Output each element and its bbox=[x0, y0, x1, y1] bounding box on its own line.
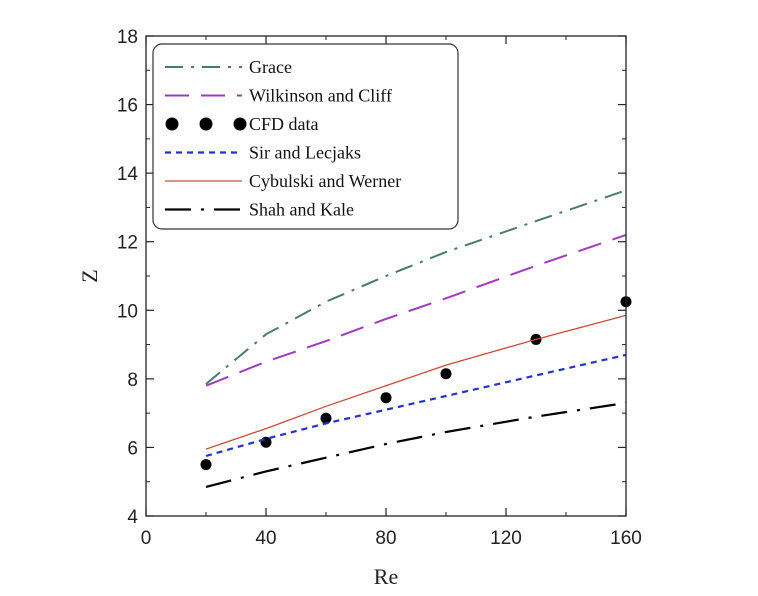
series-layer bbox=[200, 189, 632, 488]
legend-label: Wilkinson and Cliff bbox=[249, 86, 392, 106]
legend-label: CFD data bbox=[249, 114, 319, 134]
y-tick-label: 18 bbox=[117, 27, 138, 48]
y-axis-label: Z bbox=[77, 269, 102, 282]
legend-marker bbox=[233, 117, 247, 131]
x-tick-label: 80 bbox=[375, 528, 396, 549]
axes-layer: 4 6 8 10 12 14 16 18 0 40 80 120 160 bbox=[117, 27, 642, 549]
legend-box bbox=[152, 43, 459, 230]
x-tick-label: 120 bbox=[490, 528, 522, 549]
cfd-data-point bbox=[380, 392, 392, 404]
legend-marker bbox=[165, 117, 179, 131]
y-tick-label: 10 bbox=[117, 301, 138, 322]
series-line-5 bbox=[205, 401, 627, 488]
legend-label: Sir and Lecjaks bbox=[249, 143, 361, 163]
cfd-data-point bbox=[200, 459, 212, 471]
y-tick-label: 8 bbox=[127, 370, 138, 391]
series-line-0 bbox=[205, 189, 627, 385]
series-line-4 bbox=[205, 314, 627, 450]
y-tick-label: 16 bbox=[117, 96, 138, 117]
legend-label: Cybulski and Werner bbox=[249, 171, 401, 191]
legend-label: Shah and Kale bbox=[249, 200, 354, 220]
y-tick-label: 4 bbox=[127, 507, 138, 528]
x-tick-label: 0 bbox=[141, 528, 152, 549]
x-tick-label: 160 bbox=[610, 528, 642, 549]
legend-label: Grace bbox=[249, 57, 292, 77]
cfd-data-point bbox=[320, 412, 332, 424]
x-tick-label: 40 bbox=[255, 528, 276, 549]
legend: Grace Wilkinson and Cliff CFD data Sir and … bbox=[152, 43, 459, 230]
legend-marker bbox=[199, 117, 213, 131]
cfd-data-point bbox=[440, 368, 452, 380]
y-tick-label: 6 bbox=[127, 438, 138, 459]
x-axis-label: Re bbox=[374, 564, 398, 589]
series-line-1 bbox=[205, 233, 627, 387]
y-tick-label: 12 bbox=[117, 233, 138, 254]
y-tick-label: 14 bbox=[117, 164, 139, 185]
